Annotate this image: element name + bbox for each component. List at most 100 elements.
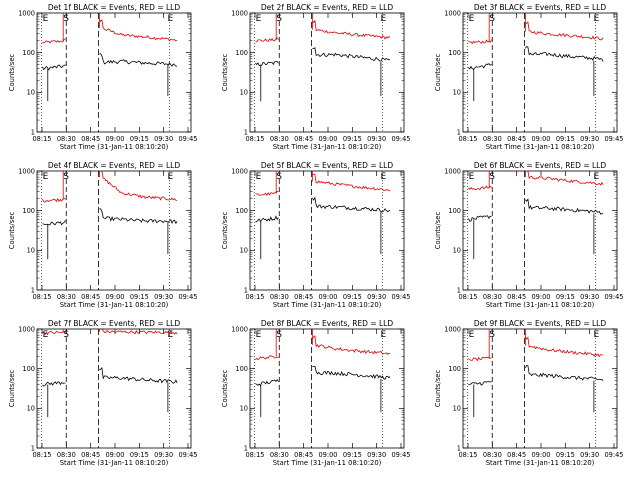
saa-marker-label: S (489, 330, 495, 340)
event-marker-label: E (593, 330, 599, 340)
saa-marker-label: S (489, 14, 495, 24)
plot-frame (36, 12, 192, 133)
x-tick-label: 09:45 (604, 451, 623, 459)
events-series-line (255, 365, 391, 387)
x-tick-label: 08:15 (245, 293, 264, 301)
x-tick-label: 09:30 (367, 293, 386, 301)
y-tick-label: 1 (457, 444, 461, 452)
lld-series-line (255, 335, 391, 361)
x-tick-label: 09:15 (556, 293, 575, 301)
event-marker-label: E (167, 330, 173, 340)
lld-series-line (468, 21, 604, 45)
y-tick-label: 100 (448, 49, 461, 57)
x-tick-label: 09:30 (580, 293, 599, 301)
panel-grid: Det 1f BLACK = Events, RED = LLD11010010… (8, 3, 624, 467)
lld-series-line (42, 171, 178, 203)
x-axis-label: Start Time (31-Jan-11 08:10:20) (273, 143, 382, 151)
plot-frame (249, 328, 405, 449)
y-tick-label: 1000 (231, 9, 248, 17)
event-marker-label: E (43, 330, 49, 340)
events-series-line (468, 364, 604, 386)
event-marker-label: E (593, 14, 599, 24)
event-marker-label: E (380, 172, 386, 182)
y-tick-label: 10 (453, 405, 461, 413)
x-tick-label: 08:30 (57, 451, 76, 459)
x-tick-label: 09:30 (580, 135, 599, 143)
y-tick-label: 1 (31, 444, 35, 452)
saa-marker-label: S (63, 14, 69, 24)
plot-frame (249, 170, 405, 291)
x-tick-label: 09:45 (178, 135, 197, 143)
x-tick-label: 09:45 (604, 293, 623, 301)
event-marker-label: E (380, 330, 386, 340)
y-tick-label: 100 (235, 49, 248, 57)
events-series-line (42, 53, 178, 71)
x-tick-label: 09:15 (343, 451, 362, 459)
plot-frame (36, 328, 192, 449)
y-tick-label: 1000 (18, 167, 35, 175)
plot-frame (36, 170, 192, 291)
x-tick-label: 08:15 (32, 293, 51, 301)
event-marker-label: E (593, 172, 599, 182)
x-tick-label: 08:45 (81, 293, 100, 301)
x-tick-label: 09:30 (367, 135, 386, 143)
y-tick-label: 100 (22, 49, 35, 57)
event-marker-label: E (469, 14, 475, 24)
x-tick-label: 08:45 (294, 135, 313, 143)
x-tick-label: 09:30 (154, 451, 173, 459)
x-tick-label: 08:15 (245, 135, 264, 143)
x-tick-label: 09:30 (580, 451, 599, 459)
x-tick-label: 08:30 (270, 451, 289, 459)
y-tick-label: 1 (457, 286, 461, 294)
events-series-line (468, 45, 604, 70)
y-tick-label: 10 (240, 247, 248, 255)
x-tick-label: 09:15 (556, 135, 575, 143)
x-tick-label: 09:45 (391, 451, 410, 459)
y-tick-label: 1 (457, 128, 461, 136)
y-tick-label: 1000 (444, 167, 461, 175)
detector-panel: Det 6f BLACK = Events, RED = LLD 1 10 100 10… (434, 161, 624, 309)
plot-frame (249, 12, 405, 133)
y-tick-label: 10 (27, 89, 35, 97)
x-axis-label: Start Time (31-Jan-11 08:10:20) (486, 459, 595, 467)
x-tick-label: 09:00 (105, 293, 124, 301)
x-tick-label: 09:30 (154, 293, 173, 301)
events-series-line (42, 208, 178, 226)
y-tick-label: 100 (22, 207, 35, 215)
y-tick-label: 1 (244, 286, 248, 294)
plot-frame (462, 328, 618, 449)
detector-panel: Det 9f BLACK = Events, RED = LLD 1 10 100 10… (434, 319, 624, 467)
x-tick-label: 08:30 (270, 135, 289, 143)
x-tick-label: 09:30 (154, 135, 173, 143)
x-tick-label: 09:15 (130, 451, 149, 459)
panel-title: Det 5f BLACK = Events, RED = LLD (261, 161, 394, 170)
lld-series-line (468, 171, 604, 191)
lld-series-line (42, 329, 178, 335)
detector-panel: Det 7f BLACK = Events, RED = LLD 1 10 100 10… (8, 319, 198, 467)
x-tick-label: 08:15 (245, 451, 264, 459)
event-marker-label: E (256, 14, 262, 24)
panel-title: Det 3f BLACK = Events, RED = LLD (474, 3, 607, 12)
x-tick-label: 09:45 (391, 135, 410, 143)
lld-series-line (42, 19, 178, 44)
detector-panel: Det 1f BLACK = Events, RED = LLD 1 10 100 10… (8, 3, 198, 151)
y-tick-label: 1000 (444, 9, 461, 17)
x-tick-label: 08:45 (81, 135, 100, 143)
events-series-line (468, 198, 604, 222)
x-tick-label: 09:15 (343, 135, 362, 143)
panel-title: Det 4f BLACK = Events, RED = LLD (48, 161, 181, 170)
x-tick-label: 09:00 (531, 135, 550, 143)
y-axis-label: Counts/sec (221, 370, 229, 408)
lld-series-line (468, 336, 604, 362)
x-tick-label: 08:30 (270, 293, 289, 301)
x-tick-label: 08:15 (458, 135, 477, 143)
x-tick-label: 08:45 (294, 451, 313, 459)
panel-title: Det 7f BLACK = Events, RED = LLD (48, 319, 181, 328)
y-tick-label: 1 (31, 128, 35, 136)
panel-title: Det 9f BLACK = Events, RED = LLD (474, 319, 607, 328)
y-axis-label: Counts/sec (221, 54, 229, 92)
plot-frame (462, 170, 618, 291)
x-tick-label: 08:45 (507, 135, 526, 143)
panel-title: Det 8f BLACK = Events, RED = LLD (261, 319, 394, 328)
